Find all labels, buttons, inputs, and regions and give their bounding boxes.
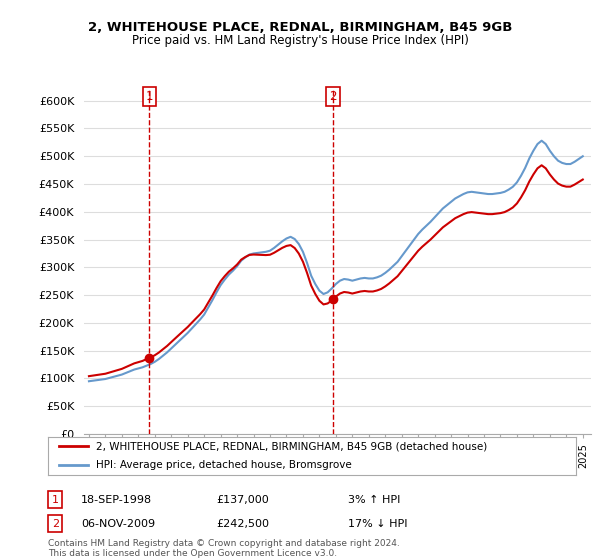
Text: 2, WHITEHOUSE PLACE, REDNAL, BIRMINGHAM, B45 9GB: 2, WHITEHOUSE PLACE, REDNAL, BIRMINGHAM,… [88, 21, 512, 34]
Text: 2: 2 [52, 519, 59, 529]
Text: 1: 1 [52, 494, 59, 505]
Text: 06-NOV-2009: 06-NOV-2009 [81, 519, 155, 529]
Text: £137,000: £137,000 [216, 494, 269, 505]
Text: 17% ↓ HPI: 17% ↓ HPI [348, 519, 407, 529]
Text: 2: 2 [329, 90, 337, 103]
Text: Contains HM Land Registry data © Crown copyright and database right 2024.
This d: Contains HM Land Registry data © Crown c… [48, 539, 400, 558]
Text: HPI: Average price, detached house, Bromsgrove: HPI: Average price, detached house, Brom… [95, 460, 351, 470]
Text: 18-SEP-1998: 18-SEP-1998 [81, 494, 152, 505]
Text: 2, WHITEHOUSE PLACE, REDNAL, BIRMINGHAM, B45 9GB (detached house): 2, WHITEHOUSE PLACE, REDNAL, BIRMINGHAM,… [95, 441, 487, 451]
Text: £242,500: £242,500 [216, 519, 269, 529]
Text: 1: 1 [146, 90, 153, 103]
Text: Price paid vs. HM Land Registry's House Price Index (HPI): Price paid vs. HM Land Registry's House … [131, 34, 469, 46]
Text: 3% ↑ HPI: 3% ↑ HPI [348, 494, 400, 505]
